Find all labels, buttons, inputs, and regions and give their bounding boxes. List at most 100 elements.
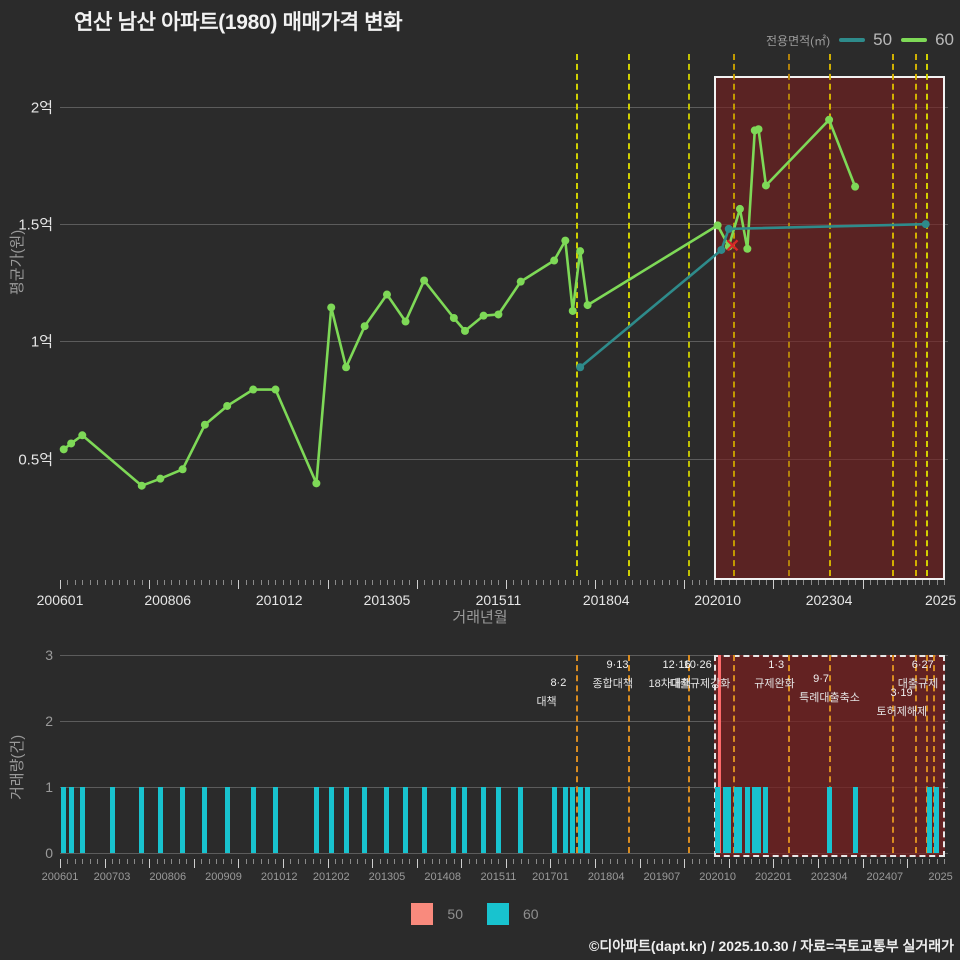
data-point[interactable] bbox=[200, 420, 209, 429]
volume-bar[interactable] bbox=[421, 787, 427, 853]
data-point[interactable] bbox=[754, 125, 763, 134]
volume-bar[interactable] bbox=[68, 787, 74, 853]
volume-x-tick-label: 200601 bbox=[41, 871, 79, 883]
volume-bar[interactable] bbox=[752, 787, 758, 853]
volume-bar[interactable] bbox=[157, 787, 163, 853]
volume-bar[interactable] bbox=[852, 787, 858, 853]
data-point[interactable] bbox=[583, 301, 592, 310]
volume-bar[interactable] bbox=[518, 787, 524, 853]
volume-bar[interactable] bbox=[495, 787, 501, 853]
data-point[interactable] bbox=[921, 220, 930, 229]
data-point[interactable] bbox=[312, 479, 321, 488]
data-point[interactable] bbox=[550, 256, 559, 265]
volume-y-tick-label: 3 bbox=[45, 647, 53, 663]
legend-item-50[interactable]: 50 bbox=[839, 30, 892, 50]
main-x-tick-label: 202304 bbox=[805, 592, 853, 608]
legend-title: 전용면적(㎡) bbox=[766, 33, 831, 48]
legend-item-60[interactable]: 60 bbox=[901, 30, 954, 50]
data-point[interactable] bbox=[576, 363, 585, 372]
volume-bar[interactable] bbox=[384, 787, 390, 853]
volume-bar[interactable] bbox=[109, 787, 115, 853]
data-point[interactable] bbox=[761, 181, 770, 190]
volume-bar[interactable] bbox=[343, 787, 349, 853]
data-point[interactable] bbox=[223, 401, 232, 410]
volume-bar[interactable] bbox=[462, 787, 468, 853]
data-point[interactable] bbox=[178, 465, 187, 474]
data-point[interactable] bbox=[382, 290, 391, 299]
volume-bar[interactable] bbox=[451, 787, 457, 853]
selected-point-marker[interactable] bbox=[726, 239, 739, 252]
main-y-axis-title: 평균가(원) bbox=[9, 229, 26, 295]
policy-marker-line bbox=[925, 54, 928, 576]
data-point[interactable] bbox=[360, 322, 369, 331]
volume-bar[interactable] bbox=[585, 787, 591, 853]
data-point[interactable] bbox=[717, 245, 726, 254]
data-point[interactable] bbox=[401, 317, 410, 326]
main-y-tick-label: 0.5억 bbox=[18, 451, 53, 469]
volume-bar[interactable] bbox=[570, 787, 576, 853]
volume-x-axis-ticks bbox=[60, 859, 948, 868]
data-point[interactable] bbox=[494, 310, 503, 319]
volume-bar[interactable] bbox=[744, 787, 750, 853]
volume-bar[interactable] bbox=[926, 787, 932, 853]
volume-bar[interactable] bbox=[934, 787, 940, 853]
data-point[interactable] bbox=[576, 247, 585, 256]
volume-bar[interactable] bbox=[79, 787, 85, 853]
data-point[interactable] bbox=[156, 474, 165, 483]
data-point[interactable] bbox=[59, 445, 68, 454]
volume-bar[interactable] bbox=[61, 787, 67, 853]
volume-bar[interactable] bbox=[551, 787, 557, 853]
data-point[interactable] bbox=[825, 115, 834, 124]
volume-bar[interactable] bbox=[577, 787, 583, 853]
data-point[interactable] bbox=[78, 431, 87, 440]
volume-bar[interactable] bbox=[756, 787, 761, 853]
data-point[interactable] bbox=[713, 221, 722, 230]
data-point[interactable] bbox=[743, 244, 752, 253]
data-point[interactable] bbox=[271, 385, 280, 394]
data-point[interactable] bbox=[479, 311, 488, 320]
volume-bar[interactable] bbox=[328, 787, 334, 853]
volume-bar[interactable] bbox=[763, 787, 769, 853]
volume-bar[interactable] bbox=[362, 787, 368, 853]
data-point[interactable] bbox=[137, 481, 146, 490]
data-point[interactable] bbox=[851, 182, 860, 191]
volume-bar[interactable] bbox=[313, 787, 319, 853]
price-chart-plot: 0.5억 1억 1.5억 2억 200601 200806 201012 201305 2015… bbox=[18, 54, 956, 608]
volume-bar[interactable] bbox=[733, 787, 739, 853]
main-x-tick-label: 202010 bbox=[694, 592, 741, 608]
volume-bar[interactable] bbox=[180, 787, 186, 853]
data-point[interactable] bbox=[561, 236, 570, 245]
volume-bar[interactable] bbox=[737, 787, 743, 853]
volume-gridline bbox=[60, 787, 948, 788]
legend-label-50: 50 bbox=[873, 30, 893, 49]
data-point[interactable] bbox=[460, 326, 469, 335]
data-point[interactable] bbox=[449, 314, 458, 322]
volume-bar[interactable] bbox=[250, 787, 256, 853]
volume-bar[interactable] bbox=[715, 787, 721, 853]
volume-bar[interactable] bbox=[139, 787, 145, 853]
data-point[interactable] bbox=[342, 363, 351, 372]
data-point[interactable] bbox=[516, 277, 525, 286]
volume-bar[interactable] bbox=[403, 787, 409, 853]
volume-bar[interactable] bbox=[722, 787, 728, 853]
data-point[interactable] bbox=[735, 204, 744, 213]
volume-bar[interactable] bbox=[726, 787, 732, 853]
data-point[interactable] bbox=[327, 303, 336, 312]
data-point[interactable] bbox=[420, 276, 429, 285]
data-point[interactable] bbox=[724, 224, 733, 233]
legend-label-vol-60: 60 bbox=[523, 906, 539, 922]
data-point[interactable] bbox=[67, 439, 76, 448]
volume-bar[interactable] bbox=[272, 787, 278, 853]
data-point[interactable] bbox=[568, 306, 577, 315]
volume-x-tick-label: 202010 bbox=[699, 871, 736, 883]
volume-bar[interactable] bbox=[826, 787, 832, 853]
volume-bar[interactable] bbox=[481, 787, 487, 853]
policy-marker-line bbox=[732, 54, 735, 576]
policy-annotation-date: 12·16 bbox=[662, 659, 691, 671]
volume-bar[interactable] bbox=[202, 787, 208, 853]
volume-bar[interactable] bbox=[562, 787, 568, 853]
data-point[interactable] bbox=[249, 385, 258, 394]
main-x-tick-label: 201511 bbox=[475, 592, 522, 608]
main-x-axis-title: 거래년월 bbox=[452, 609, 508, 626]
volume-bar[interactable] bbox=[224, 787, 230, 853]
